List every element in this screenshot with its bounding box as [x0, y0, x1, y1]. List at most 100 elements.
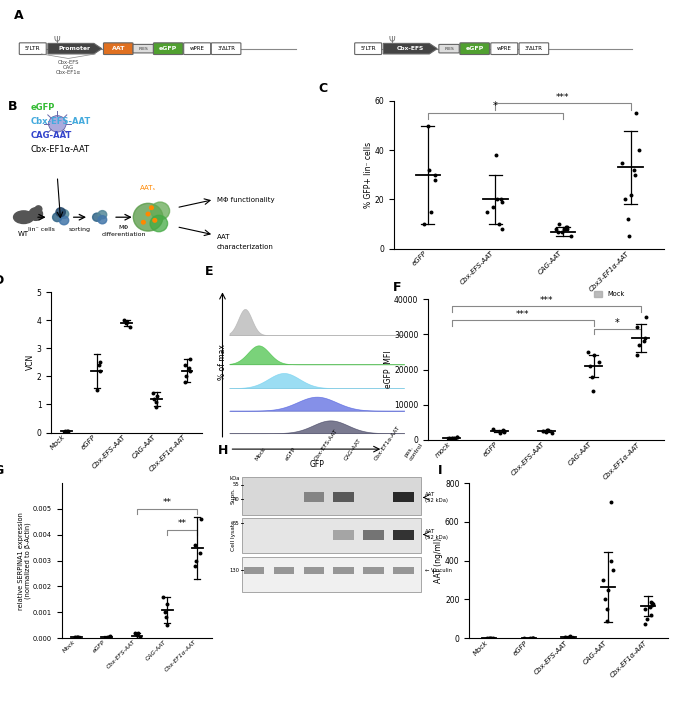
Point: [94, 357, 105, 368]
Point: [634, 339, 645, 350]
Point: [639, 603, 650, 615]
Point: [102, 631, 113, 642]
Point: [560, 224, 571, 235]
Y-axis label: relative SERPINA1 expression
(normalized to β-Actin): relative SERPINA1 expression (normalized…: [18, 512, 32, 609]
Point: [179, 359, 190, 371]
FancyBboxPatch shape: [242, 518, 421, 553]
Text: eGFP: eGFP: [466, 46, 484, 51]
Point: [561, 221, 572, 232]
Text: Cbx-EFS-AAT: Cbx-EFS-AAT: [30, 117, 90, 126]
Circle shape: [153, 218, 157, 222]
Point: [482, 632, 493, 644]
Point: [160, 611, 171, 623]
Point: [119, 314, 129, 326]
Text: AATₛ: AATₛ: [140, 185, 156, 191]
Point: [495, 194, 506, 205]
Point: [632, 322, 643, 333]
Point: [641, 613, 652, 624]
Polygon shape: [384, 43, 437, 54]
Point: [499, 426, 510, 438]
Point: [639, 336, 650, 348]
Point: [553, 218, 564, 230]
Point: [601, 603, 612, 615]
Point: [565, 231, 576, 242]
Point: [630, 107, 641, 119]
Point: [599, 593, 610, 605]
Point: [630, 169, 640, 180]
Point: [562, 632, 573, 643]
Text: ***: ***: [540, 296, 553, 305]
Text: Cell lysate: Cell lysate: [231, 521, 236, 551]
Point: [639, 332, 650, 344]
Point: [625, 189, 636, 200]
Point: [519, 632, 530, 644]
Point: [490, 149, 501, 161]
Text: 5'LTR: 5'LTR: [360, 46, 376, 51]
Point: [552, 226, 563, 237]
Point: [185, 354, 196, 366]
Point: [562, 221, 573, 232]
Point: [429, 174, 440, 185]
FancyBboxPatch shape: [244, 567, 264, 574]
FancyBboxPatch shape: [242, 477, 421, 515]
Point: [451, 432, 462, 443]
Point: [423, 164, 434, 176]
Text: D: D: [0, 273, 4, 286]
Text: *: *: [493, 102, 498, 112]
Point: [586, 371, 597, 382]
Text: 3'ΔLTR: 3'ΔLTR: [217, 46, 235, 51]
Point: [606, 497, 616, 508]
Point: [497, 224, 508, 235]
Point: [559, 224, 570, 235]
FancyBboxPatch shape: [334, 529, 354, 539]
Point: [147, 387, 158, 399]
Point: [151, 390, 162, 402]
Circle shape: [134, 203, 163, 231]
Point: [562, 224, 573, 235]
FancyBboxPatch shape: [393, 529, 414, 539]
FancyBboxPatch shape: [242, 557, 421, 593]
Point: [557, 226, 568, 237]
Point: [620, 194, 631, 205]
Point: [598, 574, 609, 585]
Text: eGFP: eGFP: [159, 46, 177, 51]
Text: lin⁻ cells: lin⁻ cells: [28, 226, 55, 231]
Text: **: **: [177, 519, 187, 528]
FancyBboxPatch shape: [460, 43, 490, 55]
Text: I: I: [438, 464, 442, 477]
Point: [560, 632, 571, 643]
Point: [486, 632, 497, 644]
Text: ***: ***: [556, 92, 570, 102]
Point: [419, 218, 429, 230]
Text: Ψ: Ψ: [53, 36, 60, 45]
FancyBboxPatch shape: [19, 43, 47, 55]
Point: [491, 194, 502, 205]
Point: [132, 627, 143, 639]
Circle shape: [56, 208, 65, 216]
Text: CAG: CAG: [63, 65, 74, 70]
Text: Mock: Mock: [254, 446, 267, 461]
Text: Cbx-EFS: Cbx-EFS: [58, 60, 79, 65]
Point: [608, 565, 619, 576]
Circle shape: [60, 216, 68, 225]
Text: differentiation: differentiation: [101, 232, 146, 237]
Point: [444, 433, 455, 444]
Circle shape: [142, 221, 145, 224]
Point: [594, 357, 605, 368]
Text: 55: 55: [233, 521, 240, 526]
Point: [616, 156, 627, 168]
Text: Cbx-EFS: Cbx-EFS: [397, 46, 424, 51]
Point: [634, 144, 645, 156]
FancyBboxPatch shape: [334, 492, 354, 503]
Circle shape: [29, 208, 42, 221]
Point: [623, 213, 634, 225]
Point: [62, 425, 73, 437]
Point: [565, 632, 576, 643]
Text: pos.
control: pos. control: [403, 439, 424, 461]
Circle shape: [98, 211, 107, 218]
FancyBboxPatch shape: [519, 43, 549, 55]
Y-axis label: % GFP+ lin⁻ cells: % GFP+ lin⁻ cells: [364, 142, 373, 208]
Point: [423, 120, 434, 131]
Text: Cbx-EF1α: Cbx-EF1α: [55, 70, 81, 75]
Text: Supn.: Supn.: [231, 487, 236, 504]
